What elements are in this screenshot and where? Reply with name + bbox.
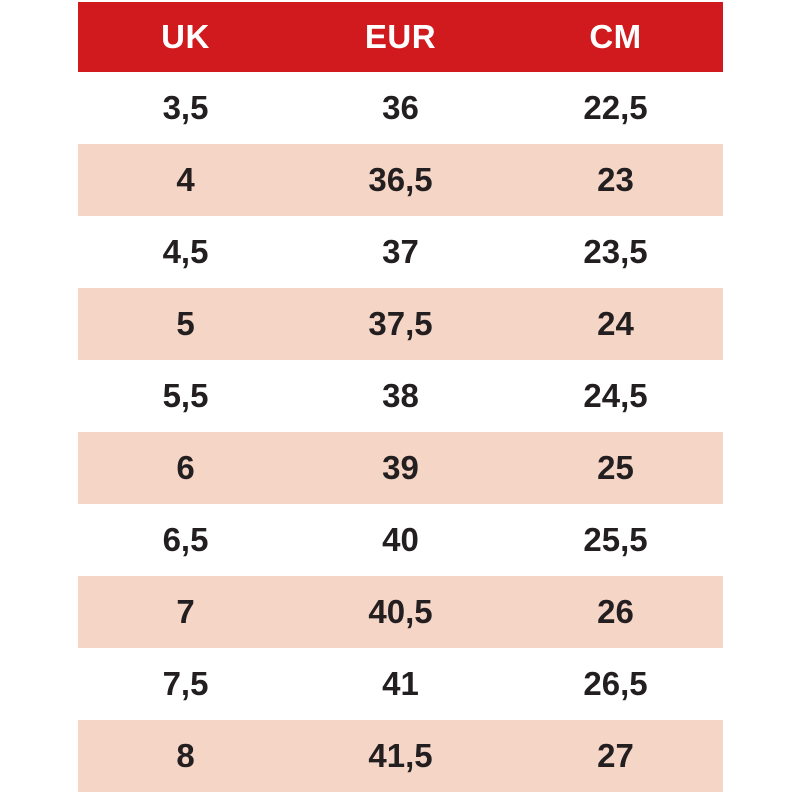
cell-eur: 41 (293, 648, 508, 720)
cell-cm: 23,5 (508, 216, 723, 288)
column-header-cm: CM (508, 2, 723, 72)
table-row: 7,5 41 26,5 (78, 648, 723, 720)
cell-uk: 7 (78, 576, 293, 648)
cell-cm: 25 (508, 432, 723, 504)
cell-uk: 4,5 (78, 216, 293, 288)
cell-eur: 40,5 (293, 576, 508, 648)
cell-cm: 26 (508, 576, 723, 648)
cell-uk: 4 (78, 144, 293, 216)
cell-eur: 36,5 (293, 144, 508, 216)
cell-eur: 41,5 (293, 720, 508, 792)
cell-uk: 7,5 (78, 648, 293, 720)
shoe-size-conversion-table: UK EUR CM 3,5 36 22,5 4 36,5 23 4,5 37 2… (78, 2, 723, 792)
table-row: 8 41,5 27 (78, 720, 723, 792)
cell-eur: 36 (293, 72, 508, 144)
table-row: 3,5 36 22,5 (78, 72, 723, 144)
cell-eur: 37 (293, 216, 508, 288)
cell-eur: 37,5 (293, 288, 508, 360)
table-body: 3,5 36 22,5 4 36,5 23 4,5 37 23,5 5 37,5… (78, 72, 723, 792)
column-header-eur: EUR (293, 2, 508, 72)
cell-cm: 23 (508, 144, 723, 216)
table-row: 4 36,5 23 (78, 144, 723, 216)
cell-cm: 24 (508, 288, 723, 360)
cell-eur: 40 (293, 504, 508, 576)
cell-uk: 3,5 (78, 72, 293, 144)
cell-cm: 25,5 (508, 504, 723, 576)
table-row: 4,5 37 23,5 (78, 216, 723, 288)
cell-uk: 5,5 (78, 360, 293, 432)
cell-eur: 38 (293, 360, 508, 432)
column-header-uk: UK (78, 2, 293, 72)
table-header: UK EUR CM (78, 2, 723, 72)
table-row: 6,5 40 25,5 (78, 504, 723, 576)
table-row: 5,5 38 24,5 (78, 360, 723, 432)
cell-uk: 6 (78, 432, 293, 504)
cell-uk: 6,5 (78, 504, 293, 576)
header-row: UK EUR CM (78, 2, 723, 72)
cell-uk: 8 (78, 720, 293, 792)
cell-cm: 26,5 (508, 648, 723, 720)
table-row: 5 37,5 24 (78, 288, 723, 360)
table-row: 7 40,5 26 (78, 576, 723, 648)
cell-cm: 24,5 (508, 360, 723, 432)
cell-eur: 39 (293, 432, 508, 504)
cell-cm: 22,5 (508, 72, 723, 144)
table-row: 6 39 25 (78, 432, 723, 504)
cell-cm: 27 (508, 720, 723, 792)
cell-uk: 5 (78, 288, 293, 360)
